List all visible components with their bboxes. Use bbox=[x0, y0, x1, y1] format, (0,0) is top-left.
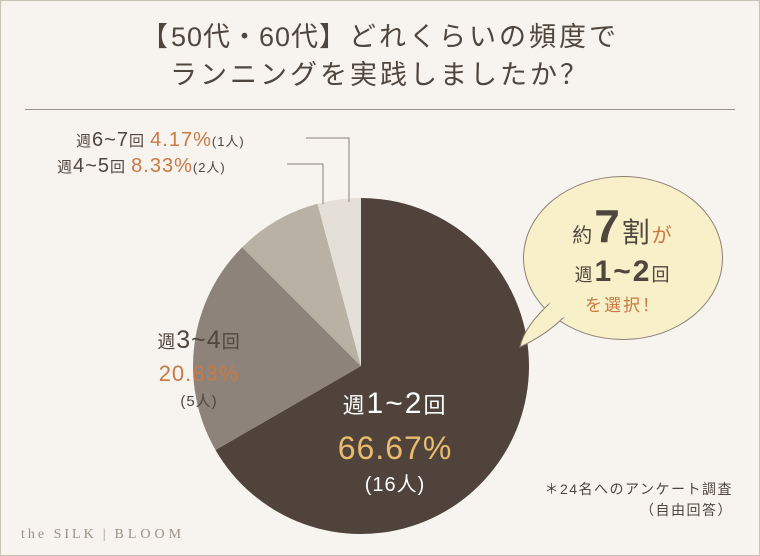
slice0-post: 回 bbox=[423, 393, 447, 418]
slice1-ppl: (5人) bbox=[180, 393, 217, 410]
slice1-pre: 週 bbox=[157, 332, 176, 352]
title-bracket-open: 【 bbox=[141, 22, 171, 52]
slice3-pct: 4.17% bbox=[150, 129, 212, 151]
title-age: 50代・60代 bbox=[171, 22, 319, 52]
slice3-post: 回 bbox=[129, 133, 145, 150]
slice0-num: 1~2 bbox=[367, 387, 424, 420]
callout-bubble: 約7割が 週1~2回 を選択！ bbox=[523, 176, 723, 340]
slice-label-45: 週4~5回 8.33%(2人) bbox=[57, 152, 226, 181]
brand-left: the SILK bbox=[21, 527, 97, 542]
slice1-post: 回 bbox=[222, 332, 241, 352]
callout-row2: 週1~2回 bbox=[575, 255, 672, 289]
slice2-pct: 8.33% bbox=[131, 155, 193, 177]
chart-area: 週1~2回 66.67% (16人) 週3~4回 20.83% (5人) 週4~… bbox=[1, 116, 759, 516]
slice-label-main: 週1~2回 66.67% (16人) bbox=[295, 382, 495, 501]
title-divider bbox=[25, 109, 735, 110]
slice0-pct: 66.67% bbox=[338, 430, 453, 466]
footnote-line2: （自由回答） bbox=[544, 500, 733, 521]
slice3-ppl: (1人) bbox=[212, 134, 245, 149]
brand-right: BLOOM bbox=[115, 527, 186, 542]
callout-ga: が bbox=[652, 225, 674, 247]
slice2-ppl: (2人) bbox=[193, 160, 226, 175]
callout-r2-num: 1~2 bbox=[595, 255, 652, 288]
footnote: ＊24名へのアンケート調査 （自由回答） bbox=[544, 479, 733, 521]
slice1-pct: 20.83% bbox=[159, 361, 240, 386]
footnote-line1: ＊24名へのアンケート調査 bbox=[544, 479, 733, 500]
slice2-post: 回 bbox=[110, 159, 126, 176]
slice1-num: 3~4 bbox=[176, 326, 221, 354]
title-bracket-close-and-text: 】どれくらいの頻度で bbox=[319, 22, 619, 52]
slice2-num: 4~5 bbox=[73, 155, 110, 177]
callout-yaku: 約 bbox=[572, 225, 594, 247]
title-line-1: 【50代・60代】どれくらいの頻度で bbox=[21, 19, 739, 57]
slice2-pre: 週 bbox=[57, 159, 73, 176]
title: 【50代・60代】どれくらいの頻度で ランニングを実践しましたか？ bbox=[1, 1, 759, 109]
callout-r2-pre: 週 bbox=[575, 265, 595, 285]
callout-num: 7 bbox=[594, 200, 622, 252]
brand-footer: the SILK|BLOOM bbox=[21, 527, 185, 543]
slice-label-67: 週6~7回 4.17%(1人) bbox=[76, 126, 245, 155]
speech-tail bbox=[516, 291, 576, 351]
callout-row1: 約7割が bbox=[572, 200, 674, 253]
slice3-num: 6~7 bbox=[92, 129, 129, 151]
callout-wari: 割 bbox=[622, 217, 652, 248]
slice0-pre: 週 bbox=[343, 393, 367, 418]
slice3-pre: 週 bbox=[76, 133, 92, 150]
title-line-2: ランニングを実践しましたか？ bbox=[21, 57, 739, 95]
brand-separator: | bbox=[97, 527, 115, 542]
callout-row3: を選択！ bbox=[585, 291, 661, 316]
callout-r2-post: 回 bbox=[651, 265, 671, 285]
slice-label-34: 週3~4回 20.83% (5人) bbox=[129, 322, 269, 413]
slice0-ppl: (16人) bbox=[365, 474, 426, 496]
